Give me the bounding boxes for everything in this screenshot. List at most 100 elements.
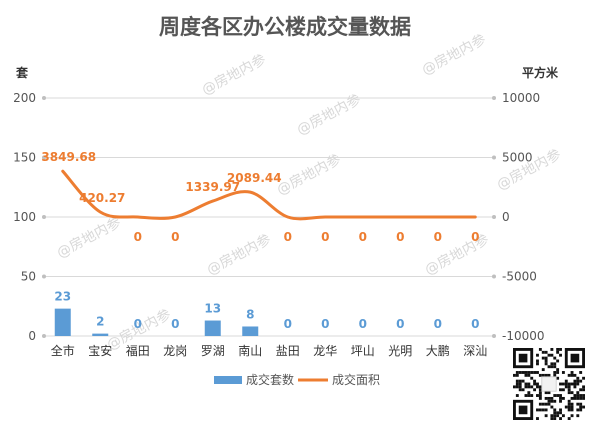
qr-module	[544, 362, 548, 366]
qr-finder	[518, 405, 528, 415]
qr-module	[556, 414, 560, 418]
qr-module	[538, 394, 542, 397]
y-left-tick-label: 100	[13, 210, 36, 224]
qr-module	[573, 373, 577, 377]
qr-module	[570, 382, 574, 386]
bar-value-label: 0	[134, 317, 142, 331]
line-value-label: 0	[171, 230, 179, 244]
qr-module	[559, 388, 562, 392]
bar-value-label: 0	[471, 317, 479, 331]
qr-module	[556, 348, 560, 351]
qr-module	[547, 402, 551, 406]
qr-module	[530, 394, 534, 397]
qr-module	[544, 356, 548, 360]
bar	[54, 308, 71, 336]
qr-module	[559, 353, 562, 357]
qr-module	[559, 417, 562, 420]
qr-module	[550, 405, 554, 409]
qr-module	[547, 391, 551, 395]
qr-module	[538, 388, 542, 392]
qr-module	[570, 405, 574, 409]
qr-module	[576, 408, 580, 412]
qr-module	[513, 373, 516, 377]
grid-end-dot	[492, 155, 496, 160]
qr-module	[550, 362, 554, 366]
y-right-tick-label: 10000	[502, 91, 540, 105]
qr-module	[527, 385, 531, 389]
qr-module	[524, 373, 528, 377]
qr-module	[515, 379, 519, 383]
qr-module	[576, 391, 580, 395]
qr-module	[530, 371, 534, 374]
qr-module	[567, 373, 571, 377]
qr-module	[538, 391, 542, 395]
line-value-label: 0	[284, 230, 292, 244]
qr-module	[530, 385, 534, 389]
line-value-label: 0	[434, 230, 442, 244]
qr-module	[567, 405, 571, 409]
qr-module	[559, 348, 562, 351]
qr-module	[576, 376, 580, 380]
qr-module	[570, 402, 574, 406]
qr-module	[582, 405, 585, 409]
qr-module	[579, 388, 583, 392]
chart-title: 周度各区办公楼成交量数据	[159, 15, 411, 39]
qr-module	[547, 396, 551, 400]
qr-module	[564, 382, 568, 386]
qr-module	[576, 379, 580, 383]
line-value-label: 3849.68	[41, 150, 96, 164]
legend-label-line: 成交面积	[332, 372, 380, 387]
qr-module	[538, 385, 542, 389]
qr-module	[524, 371, 528, 374]
qr-module	[541, 373, 545, 377]
qr-module	[521, 379, 525, 383]
qr-module	[533, 382, 537, 386]
qr-module	[518, 382, 522, 386]
qr-module	[564, 379, 568, 383]
watermark-layer: @房地内参 @房地内参@房地内参 @房地内参 @房地内参@房地内参@房地内参 @房地内参…	[54, 31, 564, 354]
qr-module	[553, 414, 557, 418]
qr-module	[582, 388, 585, 392]
bar-value-label: 0	[359, 317, 367, 331]
qr-module	[515, 373, 519, 377]
bar-value-label: 0	[171, 317, 179, 331]
qr-module	[553, 411, 557, 415]
qr-module	[536, 353, 539, 357]
line-value-label: 0	[321, 230, 329, 244]
qr-module	[576, 382, 580, 386]
x-category-label: 龙华	[313, 344, 337, 358]
qr-module	[527, 382, 531, 386]
line-value-label: 0	[396, 230, 404, 244]
qr-module	[541, 356, 545, 360]
qr-module	[582, 385, 585, 389]
y-left-tick-label: 0	[28, 329, 36, 343]
qr-module	[536, 371, 539, 374]
qr-module	[541, 368, 545, 372]
qr-module	[550, 417, 554, 420]
qr-module	[570, 414, 574, 418]
qr-module	[547, 373, 551, 377]
qr-module	[564, 385, 568, 389]
qr-module	[553, 399, 557, 403]
x-category-label: 宝安	[88, 343, 112, 358]
qr-module	[570, 391, 574, 395]
qr-module	[573, 379, 577, 383]
qr-module	[579, 379, 583, 383]
qr-module	[538, 348, 542, 351]
bar-data-labels: 23 2 0 0 13 8 0 0 0 0 0 0	[54, 290, 479, 331]
qr-module	[536, 359, 539, 363]
qr-module	[513, 385, 516, 389]
qr-module	[559, 382, 562, 386]
x-category-label: 坪山	[351, 344, 375, 358]
legend: 成交套数 成交面积	[214, 372, 380, 387]
y-left-tick-label: 50	[21, 270, 36, 284]
qr-module	[527, 371, 531, 374]
qr-code-image	[513, 348, 585, 420]
line-series-path	[61, 169, 477, 221]
qr-module	[518, 379, 522, 383]
qr-module	[579, 402, 583, 406]
qr-module	[521, 371, 525, 374]
qr-module	[530, 376, 534, 380]
y-right-unit: 平方米	[522, 65, 559, 80]
y-right-tick-label: -10000	[502, 329, 545, 343]
